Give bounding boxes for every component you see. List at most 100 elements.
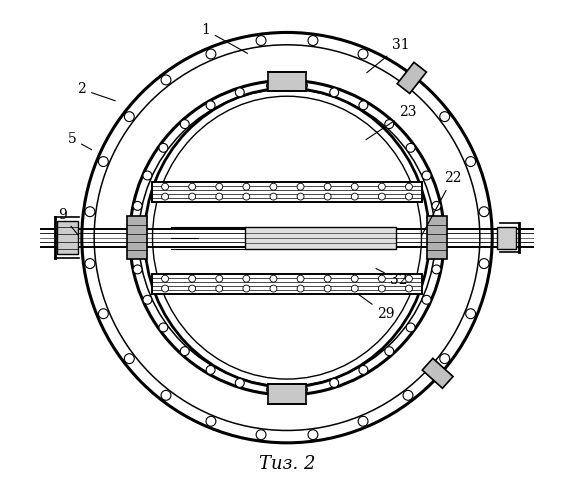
Circle shape: [162, 275, 169, 282]
Bar: [57, 222, 78, 254]
Circle shape: [329, 378, 339, 388]
Circle shape: [180, 120, 189, 128]
Circle shape: [479, 207, 489, 216]
Circle shape: [133, 265, 142, 274]
Circle shape: [466, 309, 476, 318]
Circle shape: [406, 323, 415, 332]
Bar: [427, 216, 447, 260]
Circle shape: [297, 183, 304, 190]
Circle shape: [162, 193, 169, 200]
Bar: [152, 182, 422, 202]
Circle shape: [324, 183, 331, 190]
Circle shape: [405, 183, 412, 190]
Text: 29: 29: [358, 294, 395, 322]
Circle shape: [405, 193, 412, 200]
Circle shape: [308, 36, 318, 46]
Bar: [152, 274, 422, 293]
Circle shape: [432, 202, 441, 210]
Circle shape: [235, 378, 245, 388]
Circle shape: [206, 416, 216, 426]
Circle shape: [216, 275, 223, 282]
Text: 1: 1: [201, 23, 247, 54]
Circle shape: [324, 285, 331, 292]
Circle shape: [266, 81, 276, 90]
Bar: [268, 384, 306, 404]
Circle shape: [98, 309, 108, 318]
Circle shape: [243, 193, 250, 200]
Circle shape: [359, 101, 368, 110]
Circle shape: [359, 366, 368, 374]
Circle shape: [378, 285, 385, 292]
Circle shape: [298, 385, 308, 394]
Circle shape: [256, 430, 266, 440]
Circle shape: [297, 275, 304, 282]
Circle shape: [270, 183, 277, 190]
Circle shape: [351, 193, 358, 200]
Circle shape: [161, 75, 171, 85]
Bar: [268, 72, 306, 92]
Text: 5: 5: [68, 132, 92, 150]
Bar: [245, 227, 396, 248]
Circle shape: [143, 171, 152, 180]
Circle shape: [351, 183, 358, 190]
Circle shape: [422, 171, 431, 180]
Circle shape: [85, 207, 95, 216]
Circle shape: [189, 285, 196, 292]
Circle shape: [143, 296, 152, 304]
Circle shape: [125, 354, 134, 364]
Text: 32: 32: [376, 268, 407, 286]
Circle shape: [270, 275, 277, 282]
Circle shape: [162, 183, 169, 190]
Circle shape: [216, 183, 223, 190]
Circle shape: [479, 258, 489, 268]
Circle shape: [298, 81, 308, 90]
Polygon shape: [397, 62, 426, 94]
Circle shape: [206, 101, 215, 110]
Circle shape: [308, 430, 318, 440]
Circle shape: [351, 275, 358, 282]
Circle shape: [159, 323, 168, 332]
Circle shape: [216, 193, 223, 200]
Circle shape: [435, 233, 444, 242]
Circle shape: [125, 112, 134, 122]
Bar: [127, 216, 147, 260]
Circle shape: [159, 144, 168, 152]
Circle shape: [243, 285, 250, 292]
Circle shape: [351, 285, 358, 292]
Circle shape: [243, 275, 250, 282]
Circle shape: [98, 156, 108, 166]
Circle shape: [440, 112, 449, 122]
Circle shape: [189, 275, 196, 282]
Circle shape: [378, 193, 385, 200]
Circle shape: [235, 88, 245, 97]
Circle shape: [403, 390, 413, 400]
Circle shape: [270, 193, 277, 200]
Circle shape: [189, 183, 196, 190]
Circle shape: [216, 285, 223, 292]
Text: 31: 31: [367, 38, 409, 72]
Text: Τиз. 2: Τиз. 2: [259, 454, 315, 472]
Circle shape: [385, 346, 394, 356]
Circle shape: [297, 193, 304, 200]
Text: 9: 9: [57, 208, 79, 236]
Circle shape: [266, 385, 276, 394]
Circle shape: [406, 144, 415, 152]
Circle shape: [440, 354, 449, 364]
Circle shape: [324, 275, 331, 282]
Circle shape: [256, 36, 266, 46]
Circle shape: [405, 275, 412, 282]
Text: 22: 22: [422, 172, 461, 235]
Circle shape: [297, 285, 304, 292]
Circle shape: [466, 156, 476, 166]
Circle shape: [358, 416, 368, 426]
Circle shape: [133, 202, 142, 210]
Circle shape: [432, 265, 441, 274]
Bar: [497, 227, 516, 248]
Circle shape: [385, 120, 394, 128]
Circle shape: [329, 88, 339, 97]
Circle shape: [206, 49, 216, 59]
Circle shape: [324, 193, 331, 200]
Circle shape: [358, 49, 368, 59]
Circle shape: [162, 285, 169, 292]
Circle shape: [422, 296, 431, 304]
